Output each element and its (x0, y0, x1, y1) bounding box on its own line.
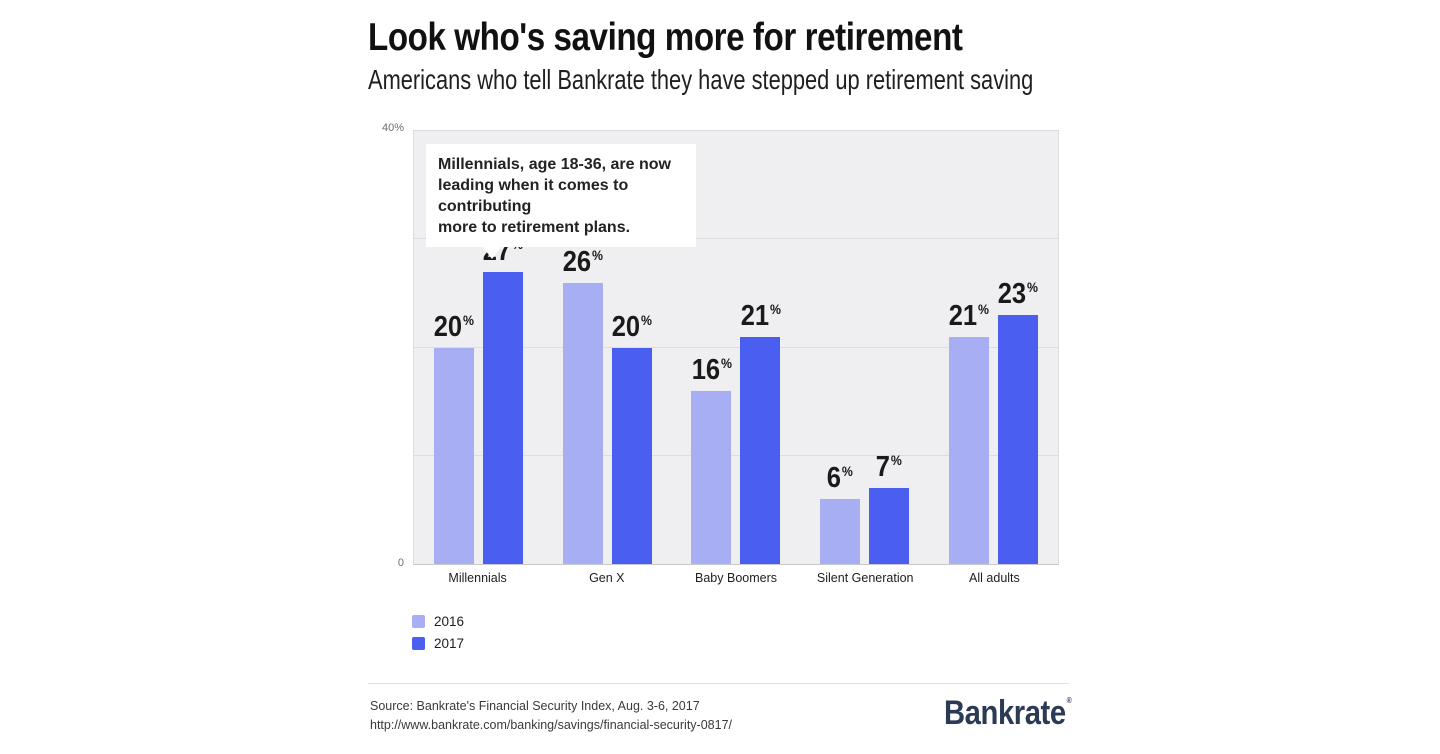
bar-column-2016-silent-generation: 6% (820, 131, 861, 564)
bar-value-label: 23% (997, 278, 1039, 311)
bar-value-label: 7% (876, 451, 903, 484)
bar-column-2017-baby-boomers: 21% (740, 131, 781, 564)
bar-value-label: 26% (562, 245, 603, 278)
bar-column-2016-all-adults: 21% (949, 131, 989, 564)
y-axis-zero-label: 0 (397, 557, 404, 569)
bar-2016-silent-generation (820, 499, 861, 564)
legend-swatch-2016 (412, 615, 425, 628)
category-label-gen-x: Gen X (589, 571, 625, 585)
category-label-all-adults: All adults (969, 571, 1020, 585)
bar-column-2016-millennials: 20% (434, 131, 474, 564)
bar-group-all-adults: 21% 23% (929, 131, 1058, 564)
bar-value-label: 20% (611, 310, 652, 343)
bankrate-logo: Bankrate® (944, 694, 1072, 733)
bar-value-label: 6% (827, 462, 854, 495)
category-label-baby-boomers: Baby Boomers (695, 571, 777, 585)
legend-label-2016: 2016 (434, 614, 465, 629)
bar-value-label: 21% (948, 299, 990, 332)
bar-2017-all-adults (998, 315, 1039, 564)
footer-divider (368, 683, 1069, 684)
legend-item-2016: 2016 (412, 614, 464, 629)
legend-item-2017: 2017 (412, 636, 464, 651)
bar-2016-millennials (433, 347, 474, 564)
bar-2016-gen-x (562, 282, 603, 564)
legend: 2016 2017 (412, 614, 464, 651)
gridline-20 (414, 346, 1058, 348)
bar-group-baby-boomers: 16% 21% (672, 131, 801, 564)
bankrate-logo-text: Bankrate (944, 694, 1066, 732)
x-axis-category-labels: Millennials Gen X Baby Boomers Silent Gener… (413, 571, 1059, 585)
source-text: Source: Bankrate's Financial Security In… (370, 699, 700, 713)
bar-value-label: 20% (433, 310, 475, 343)
bar-2017-baby-boomers (740, 336, 781, 564)
bar-value-label: 21% (740, 299, 781, 332)
bar-column-2016-baby-boomers: 16% (691, 131, 732, 564)
page-title: Look who's saving more for retirement (368, 16, 963, 59)
legend-swatch-2017 (412, 637, 425, 650)
bar-2017-gen-x (611, 347, 652, 564)
bar-column-2017-silent-generation: 7% (869, 131, 910, 564)
bar-column-2017-gen-x: 20% (612, 131, 652, 564)
bar-groups: 20%27%26%20%16%21%6%7%21%23% (414, 131, 1058, 564)
bar-group-silent-generation: 6% 7% (800, 131, 929, 564)
bar-column-2016-gen-x: 26% (563, 131, 603, 564)
bar-value-label: 16% (691, 353, 732, 386)
bar-group-millennials: 20%27% (414, 131, 543, 564)
page-subtitle: Americans who tell Bankrate they have st… (368, 64, 1034, 95)
y-axis-max-label: 40% (381, 122, 404, 134)
bar-group-gen-x: 26% 20% (543, 131, 672, 564)
category-label-silent-generation: Silent Generation (816, 571, 914, 585)
bar-2016-all-adults (949, 336, 990, 564)
bar-column-2017-millennials: 27% (483, 131, 523, 564)
legend-label-2017: 2017 (434, 636, 465, 651)
source-url: http://www.bankrate.com/banking/savings/… (370, 718, 732, 732)
bar-column-2017-all-adults: 23% (998, 131, 1038, 564)
annotation-callout: Millennials, age 18-36, are now leading … (426, 144, 696, 259)
bar-2017-silent-generation (869, 488, 910, 564)
category-label-millennials: Millennials (448, 571, 507, 585)
plot-area: 20%27%26%20%16%21%6%7%21%23% Millennials… (413, 130, 1059, 565)
bar-2017-millennials (482, 271, 523, 564)
bar-2016-baby-boomers (691, 390, 732, 564)
registered-mark: ® (1066, 696, 1072, 705)
source-attribution: Source: Bankrate's Financial Security In… (370, 697, 732, 735)
gridline-30 (414, 238, 1058, 240)
gridline-10 (414, 454, 1058, 456)
